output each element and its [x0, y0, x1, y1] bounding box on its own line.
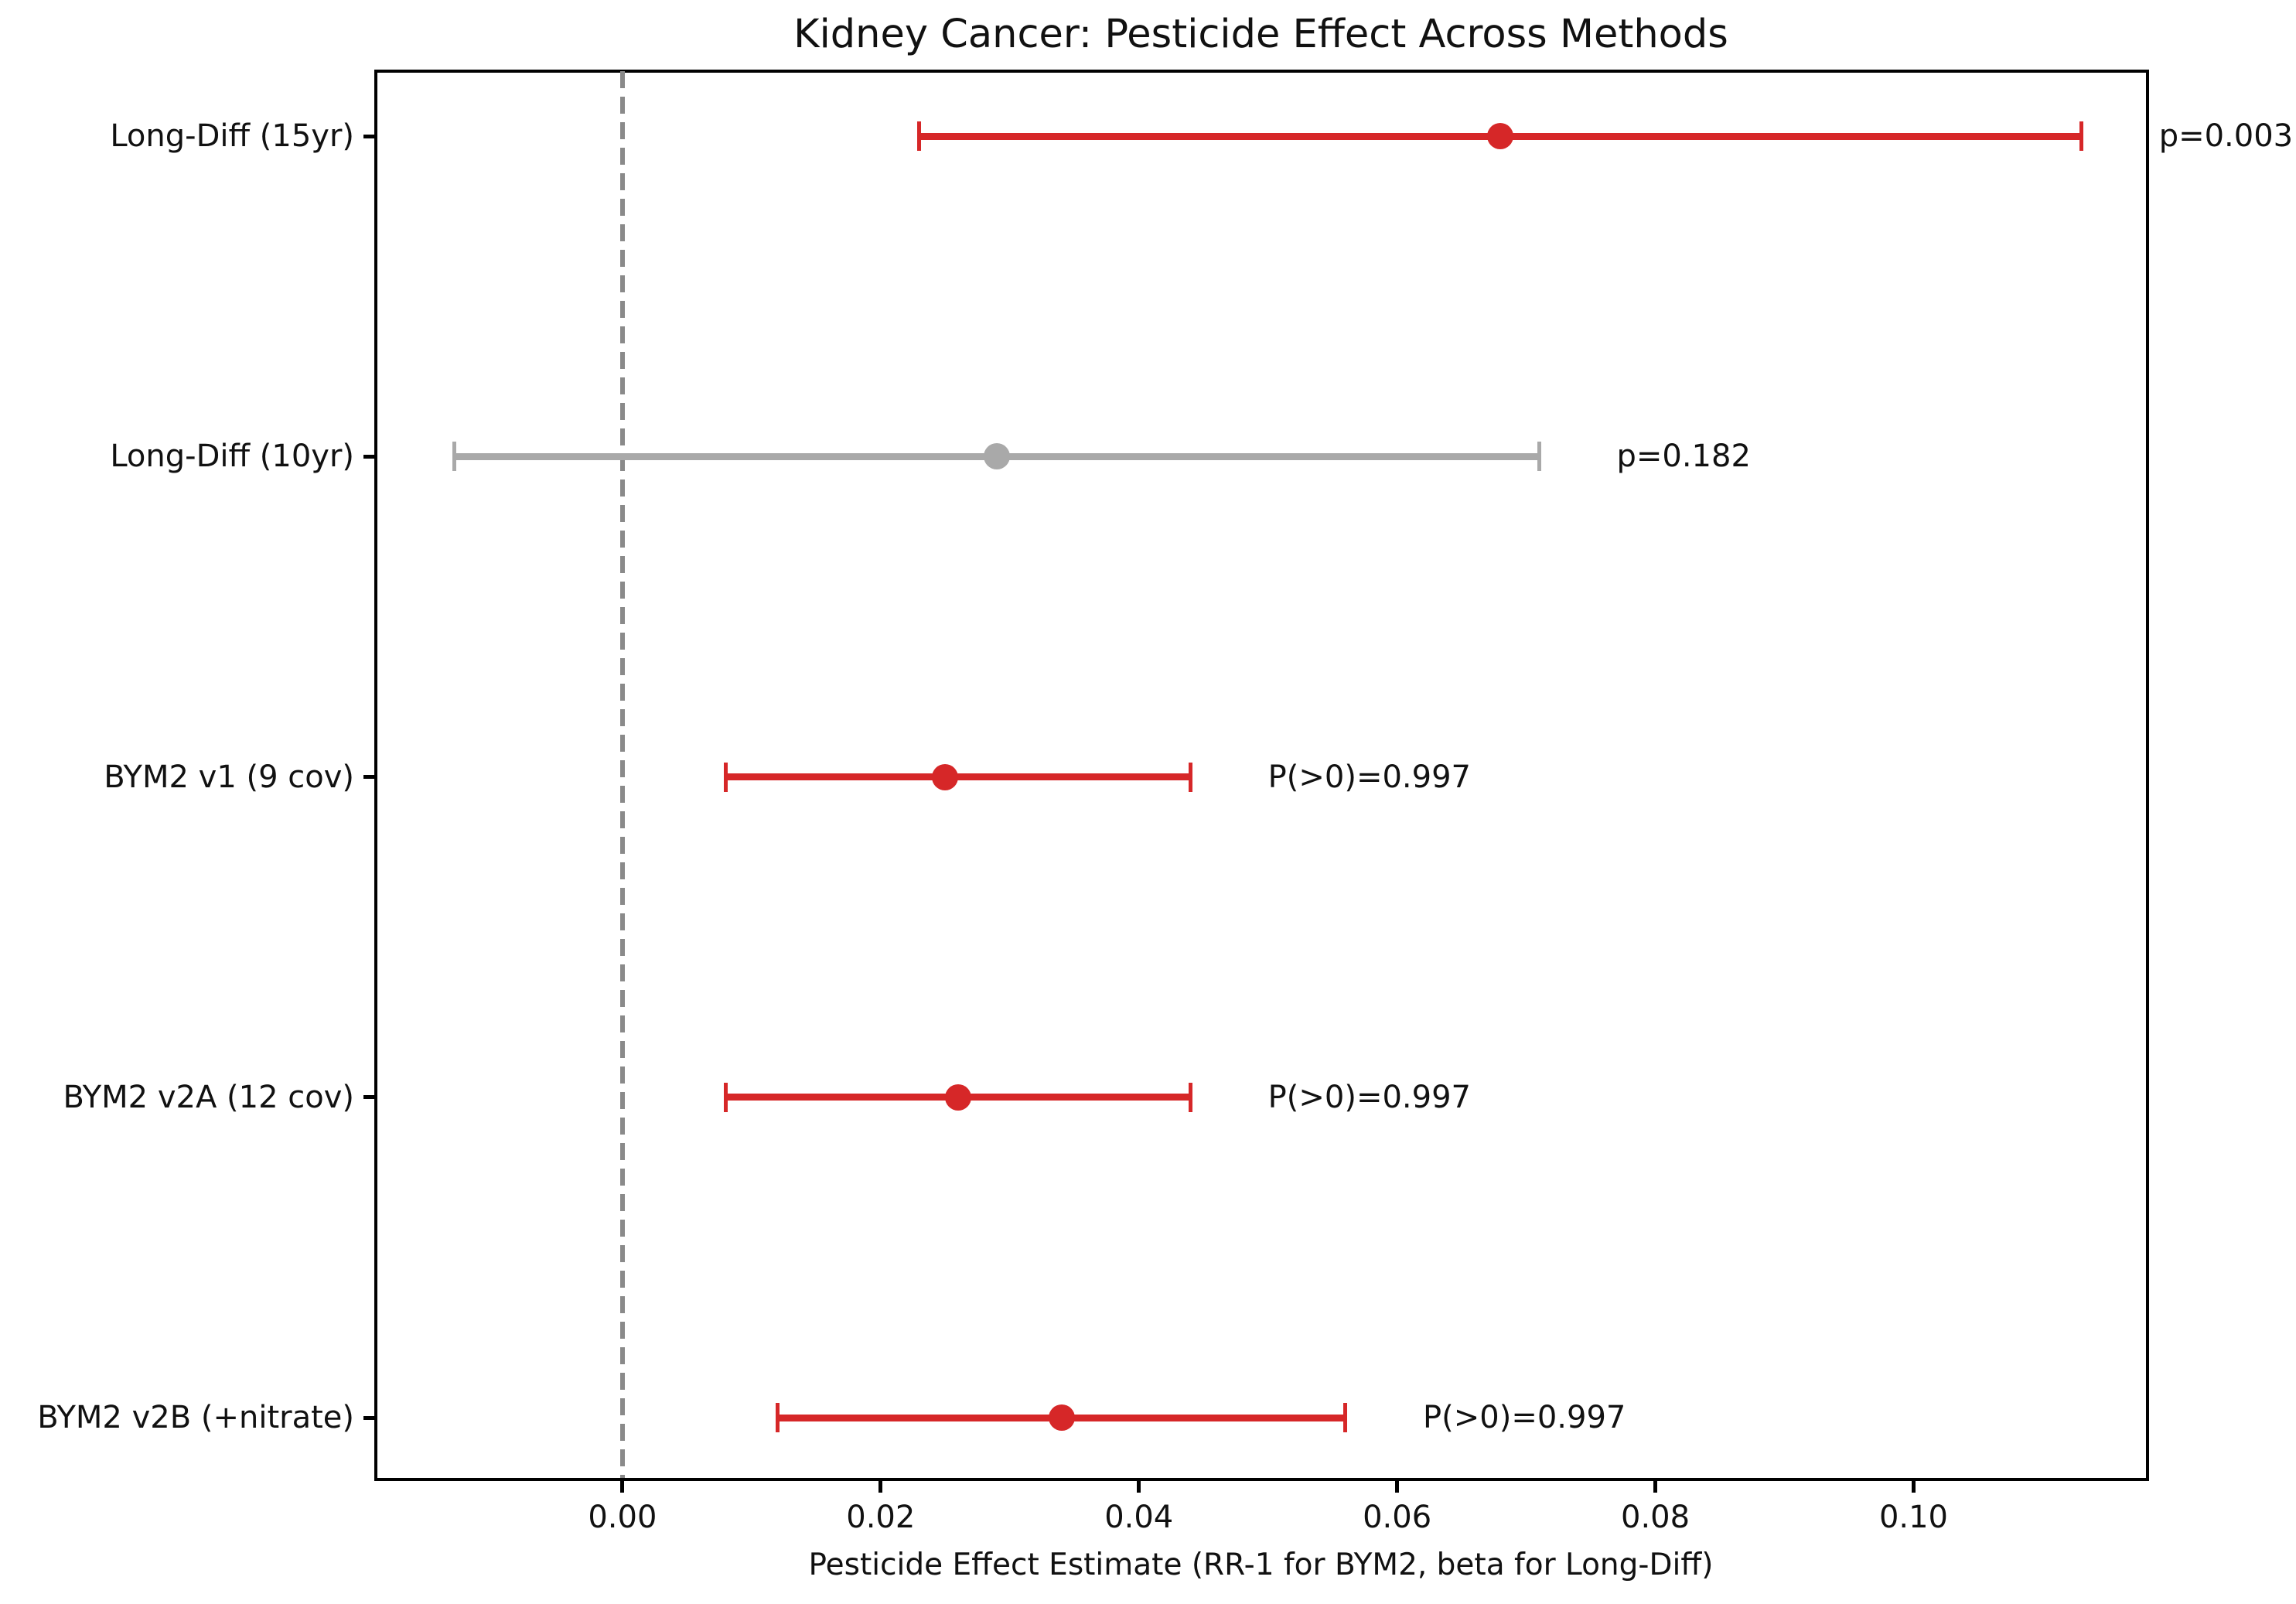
x-tick-label: 0.02: [846, 1500, 916, 1535]
error-bar-cap-right: [1343, 1403, 1348, 1432]
point-marker: [984, 443, 1011, 470]
row-annotation: p=0.182: [1616, 439, 1751, 475]
y-tick-mark: [363, 1415, 376, 1420]
point-marker: [1048, 1404, 1075, 1431]
x-tick-label: 0.10: [1878, 1500, 1948, 1535]
x-tick-label: 0.04: [1104, 1500, 1174, 1535]
chart-title: Kidney Cancer: Pesticide Effect Across M…: [793, 12, 1728, 57]
y-tick-label: BYM2 v2A (12 cov): [63, 1079, 354, 1115]
row-annotation: P(>0)=0.997: [1267, 759, 1471, 795]
error-bar-cap-right: [1189, 762, 1192, 792]
row-annotation: p=0.003: [2158, 118, 2294, 154]
y-tick-label: Long-Diff (10yr): [110, 439, 354, 475]
row-annotation: P(>0)=0.997: [1267, 1079, 1471, 1115]
error-bar-cap-left: [917, 121, 922, 151]
y-tick-label: BYM2 v2B (+nitrate): [37, 1400, 354, 1435]
error-bar-cap-right: [2079, 121, 2084, 151]
y-tick-label: Long-Diff (15yr): [110, 118, 354, 154]
y-tick-mark: [363, 775, 376, 779]
error-bar-cap-right: [1537, 442, 1541, 472]
x-tick-mark: [1653, 1480, 1658, 1493]
x-tick-label: 0.06: [1363, 1500, 1432, 1535]
point-marker: [944, 1084, 971, 1111]
y-tick-mark: [363, 1095, 376, 1100]
error-bar-cap-left: [775, 1403, 780, 1432]
point-marker: [932, 763, 959, 790]
x-axis-label: Pesticide Effect Estimate (RR-1 for BYM2…: [808, 1548, 1714, 1582]
x-tick-mark: [1137, 1480, 1141, 1493]
x-tick-mark: [620, 1480, 625, 1493]
plot-area: [374, 70, 2149, 1481]
x-tick-mark: [1395, 1480, 1400, 1493]
zero-reference-line: [619, 71, 625, 1478]
y-tick-mark: [363, 134, 376, 138]
point-marker: [1487, 123, 1514, 149]
x-tick-label: 0.08: [1621, 1500, 1690, 1535]
row-annotation: P(>0)=0.997: [1423, 1400, 1626, 1435]
error-bar-cap-left: [723, 1082, 728, 1112]
error-bar-cap-left: [723, 762, 728, 792]
x-tick-label: 0.00: [588, 1500, 657, 1535]
x-tick-mark: [1911, 1480, 1916, 1493]
y-tick-mark: [363, 454, 376, 459]
x-tick-mark: [878, 1480, 883, 1493]
error-bar-cap-left: [452, 442, 457, 472]
y-tick-label: BYM2 v1 (9 cov): [104, 759, 354, 795]
error-bar-cap-right: [1189, 1082, 1192, 1112]
